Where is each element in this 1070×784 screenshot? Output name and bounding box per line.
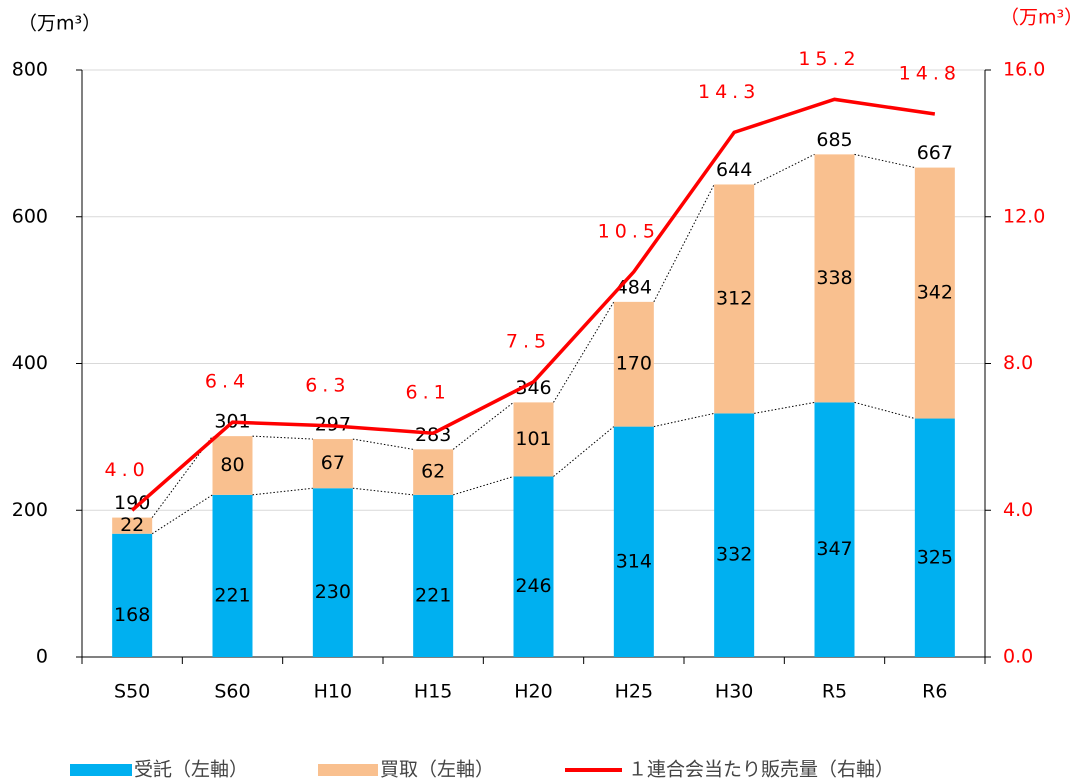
x-tick-label: R6: [922, 681, 947, 703]
bar-label: 230: [315, 581, 351, 603]
bar-label: 170: [616, 353, 652, 375]
bar-segment: [212, 494, 253, 657]
series-line: [352, 438, 414, 450]
legend-swatch: [318, 764, 378, 776]
bar-segment: [613, 426, 654, 657]
bar-label: 312: [716, 287, 752, 309]
bar-label: 101: [515, 428, 551, 450]
bar-label: 325: [917, 546, 953, 568]
x-tick-label: R5: [822, 681, 847, 703]
y2-tick-label: 16.0: [1003, 59, 1045, 81]
y-tick-label: 0: [36, 646, 48, 668]
y2-tick-label: 4.0: [1003, 499, 1033, 521]
series-line: [252, 435, 313, 440]
x-tick-label: H30: [715, 681, 753, 703]
bar-label: 347: [816, 538, 852, 560]
series-line: [453, 476, 514, 496]
bar-segment: [814, 154, 855, 403]
bar-segment: [413, 494, 454, 657]
bar-label: 221: [415, 584, 451, 606]
series-line: [854, 153, 915, 169]
legend-label: １連合会当たり販売量（右軸）: [628, 759, 894, 781]
x-tick-label: H10: [314, 681, 352, 703]
x-tick-label: H15: [414, 681, 452, 703]
series-line: [553, 426, 615, 477]
bar-label: 22: [120, 514, 144, 536]
y2-tick-label: 12.0: [1003, 205, 1045, 227]
bar-segment: [312, 488, 353, 657]
series-line: [653, 184, 715, 303]
x-tick-label: H25: [615, 681, 653, 703]
series-line: [753, 153, 815, 185]
y-tick-label: 200: [12, 499, 48, 521]
total-label: 685: [816, 129, 852, 151]
y-tick-label: 400: [12, 352, 48, 374]
legend-label: 買取（左軸）: [380, 759, 494, 781]
total-label: 346: [515, 377, 551, 399]
total-label: 644: [716, 159, 752, 181]
y2-unit: （万m³）: [1000, 7, 1070, 29]
bar-label: 62: [421, 461, 445, 483]
x-tick-label: H20: [514, 681, 552, 703]
bar-segment: [413, 449, 454, 495]
line-label: 6.4: [205, 371, 250, 393]
bar-segment: [312, 439, 353, 489]
line-label: 14.8: [899, 63, 961, 85]
bar-label: 332: [716, 544, 752, 566]
bar-label: 314: [616, 550, 652, 572]
bar-label: 67: [321, 452, 345, 474]
line-label: 6.3: [305, 374, 350, 396]
line-label: 10.5: [598, 220, 660, 242]
y-tick-label: 600: [12, 205, 48, 227]
y2-tick-label: 8.0: [1003, 352, 1033, 374]
bar-label: 338: [816, 267, 852, 289]
series-line: [151, 494, 213, 535]
total-label: 190: [114, 492, 150, 514]
bar-segment: [814, 402, 855, 657]
bar-label: 168: [114, 604, 150, 626]
bar-segment: [212, 436, 253, 495]
bar-label: 342: [917, 282, 953, 304]
series-line: [754, 401, 815, 414]
bar-label: 80: [220, 454, 244, 476]
legend-swatch: [70, 764, 132, 776]
bar-label: 221: [214, 584, 250, 606]
series-line: [352, 487, 414, 496]
line-label: 6.1: [406, 382, 451, 404]
total-label: 667: [917, 142, 953, 164]
series-line: [854, 401, 915, 420]
y-tick-label: 800: [12, 59, 48, 81]
y-unit: （万m³）: [18, 13, 101, 35]
x-tick-label: S50: [114, 681, 150, 703]
bar-segment: [112, 517, 153, 534]
line-label: 7.5: [506, 330, 551, 352]
series-line: [252, 487, 313, 496]
x-tick-label: S60: [214, 681, 250, 703]
bar-segment: [714, 184, 755, 414]
bar-segment: [513, 402, 554, 477]
line-label: 14.3: [698, 81, 760, 103]
line-label: 15.2: [798, 48, 860, 70]
y2-tick-label: 0.0: [1003, 646, 1033, 668]
bar-segment: [914, 167, 955, 419]
legend-label: 受託（左軸）: [134, 759, 248, 781]
line: [131, 97, 936, 512]
bar-segment: [112, 533, 153, 657]
bar-segment: [613, 301, 654, 427]
series-line: [452, 401, 514, 450]
series-line: [653, 412, 715, 428]
line-label: 4.0: [105, 459, 150, 481]
bar-segment: [714, 413, 755, 657]
bar-label: 246: [515, 575, 551, 597]
bar-segment: [914, 418, 955, 657]
bar-segment: [513, 476, 554, 657]
